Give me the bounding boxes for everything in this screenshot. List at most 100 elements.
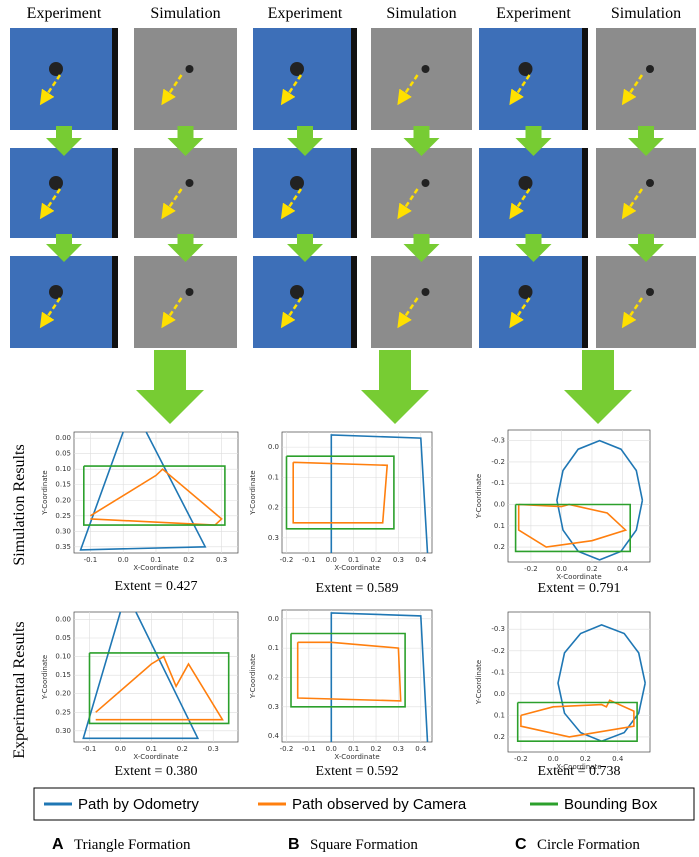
- flow-arrow: [403, 126, 440, 156]
- extent-label: Extent = 0.427: [115, 579, 198, 594]
- photo-edge: [112, 256, 118, 348]
- series-line: [330, 612, 429, 743]
- y-tick-label: 0.1: [268, 644, 279, 652]
- y-tick-label: 0.2: [268, 504, 279, 512]
- x-tick-label: 0.1: [146, 745, 157, 753]
- flow-arrow: [287, 234, 323, 262]
- y-axis-label: Y-Coordinate: [249, 470, 257, 515]
- x-tick-label: 0.2: [586, 565, 597, 573]
- photo-grid: [10, 28, 696, 348]
- flow-arrow: [136, 350, 204, 424]
- photo: [371, 28, 472, 130]
- x-tick-label: -0.1: [83, 745, 97, 753]
- x-tick-label: 0.3: [216, 556, 227, 564]
- x-tick-label: -0.2: [280, 556, 294, 564]
- y-tick-label: -0.3: [491, 625, 505, 633]
- row-label: Simulation Results: [11, 444, 28, 565]
- path-arrow: [280, 188, 303, 220]
- extent-label: Extent = 0.380: [115, 764, 198, 779]
- flow-arrow: [515, 234, 552, 262]
- x-tick-label: 0.4: [415, 745, 427, 753]
- robot: [518, 176, 533, 190]
- y-tick-label: 0.2: [494, 543, 505, 551]
- x-tick-label: 0.0: [118, 556, 129, 564]
- robot: [646, 288, 654, 296]
- y-tick-label: 0.00: [55, 615, 71, 623]
- robot: [185, 179, 194, 187]
- y-tick-label: 0.15: [55, 671, 71, 679]
- flow-arrow: [167, 234, 204, 262]
- photo: [479, 28, 588, 130]
- path-arrow: [161, 74, 183, 106]
- y-axis-label: Y-Coordinate: [249, 654, 257, 699]
- y-tick-label: 0.25: [55, 512, 71, 520]
- extent-label: Extent = 0.738: [538, 764, 621, 779]
- series-line: [82, 611, 200, 740]
- plot: -0.2 0.0 0.2 0.4-0.3-0.2-0.10.00.10.2X-Coor…: [475, 611, 651, 779]
- path-arrow: [280, 74, 303, 106]
- path-arrow: [621, 297, 644, 329]
- x-axis-label: X-Coordinate: [556, 573, 601, 581]
- plot: -0.2 -0.1 0.0 0.1 0.2 0.3 0.4 0.0 0.1 0.2 0.3 0.4 X-…: [249, 609, 433, 779]
- y-axis-label: Y-Coordinate: [41, 655, 49, 700]
- photo: [253, 28, 357, 130]
- plot: -0.1 0.0 0.1 0.2 0.3 0.00 0.05 0.10 0.15 0.20 0.25…: [41, 431, 239, 594]
- robot: [49, 176, 63, 190]
- y-tick-label: 0.2: [268, 673, 279, 681]
- y-tick-label: 0.15: [55, 481, 71, 489]
- y-tick-label: 0.30: [55, 527, 71, 535]
- x-tick-label: 0.4: [612, 755, 624, 763]
- x-tick-label: 0.1: [150, 556, 161, 564]
- series-line: [285, 455, 395, 530]
- x-tick-label: 0.3: [393, 745, 404, 753]
- series-line: [296, 641, 402, 702]
- path-arrow: [280, 297, 303, 329]
- x-tick-label: 0.3: [393, 556, 404, 564]
- photo-edge: [351, 256, 357, 348]
- y-tick-label: -0.1: [491, 668, 505, 676]
- y-tick-label: 0.0: [494, 501, 505, 509]
- robot: [49, 285, 63, 299]
- x-tick-label: 0.0: [548, 755, 559, 763]
- robot: [185, 65, 194, 73]
- x-tick-label: 0.1: [348, 556, 359, 564]
- photo: [134, 148, 237, 238]
- y-tick-label: 0.1: [268, 473, 279, 481]
- plot-area: [507, 429, 651, 563]
- caption-letter: A: [52, 836, 64, 853]
- photo: [596, 256, 696, 348]
- flow-arrow: [515, 126, 552, 156]
- plot: -0.1 0.0 0.1 0.2 0.3 0.00 0.05 0.10 0.15 0.20 0.25…: [41, 611, 239, 779]
- x-tick-label: 0.0: [556, 565, 567, 573]
- path-arrow: [509, 188, 531, 220]
- robot: [518, 285, 533, 299]
- photo-edge: [112, 148, 118, 238]
- photo-edge: [582, 28, 588, 130]
- flow-arrow: [167, 126, 204, 156]
- series-line: [520, 699, 635, 738]
- x-tick-label: 0.2: [370, 745, 381, 753]
- x-tick-label: 0.2: [580, 755, 591, 763]
- photo: [10, 148, 118, 238]
- y-tick-label: -0.1: [491, 479, 505, 487]
- path-arrow: [39, 74, 62, 106]
- x-tick-label: 0.3: [208, 745, 219, 753]
- x-axis-label: X-Coordinate: [334, 753, 379, 761]
- legend-box: [33, 787, 695, 821]
- path-arrow: [39, 297, 62, 329]
- y-tick-label: 0.05: [55, 450, 71, 458]
- series-line: [557, 624, 646, 743]
- photo: [10, 256, 118, 348]
- flow-arrow: [46, 234, 82, 262]
- caption-letter: C: [515, 836, 527, 853]
- photo-edge: [351, 148, 357, 238]
- photo: [371, 256, 472, 348]
- x-tick-label: 0.2: [183, 556, 194, 564]
- plot: -0.2 -0.1 0.0 0.1 0.2 0.3 0.4 0.0 0.1 0.2 0.3 X-Coo…: [249, 431, 433, 596]
- photo: [371, 148, 472, 238]
- path-arrow: [621, 74, 644, 106]
- path-arrow: [397, 297, 419, 329]
- y-tick-label: 0.3: [268, 534, 279, 542]
- path-arrow: [161, 188, 183, 220]
- legend-label: Bounding Box: [564, 796, 658, 813]
